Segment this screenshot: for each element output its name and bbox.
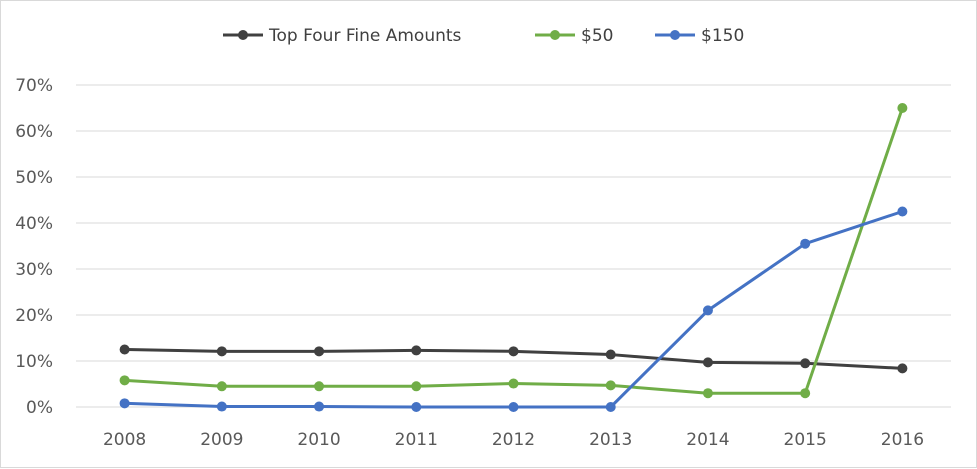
x-tick-label: 2014 [686, 430, 729, 450]
series-2 [119, 206, 908, 412]
x-tick-label: 2015 [784, 430, 827, 450]
data-point [411, 381, 422, 392]
data-point [800, 238, 811, 249]
x-tick-label: 2011 [395, 430, 438, 450]
legend-swatch-marker [550, 30, 560, 40]
legend-label: Top Four Fine Amounts [268, 26, 462, 46]
legend: Top Four Fine Amounts $50 $150 [223, 26, 744, 46]
series-line [124, 210, 903, 409]
data-point [411, 345, 422, 356]
data-point [702, 388, 713, 399]
data-point [605, 349, 616, 360]
data-point [702, 305, 713, 316]
data-point [508, 346, 519, 357]
y-tick-label: 10% [15, 352, 53, 372]
data-point [508, 378, 519, 389]
legend-swatch-marker [670, 30, 680, 40]
y-tick-label: 60% [15, 122, 53, 142]
gridlines [76, 84, 951, 362]
data-point [800, 358, 811, 369]
y-tick-label: 0% [26, 398, 53, 418]
legend-label: $150 [701, 26, 744, 46]
axes: 0% 10% 20% 30% 40% 50% 60% 70% 2008 2009 2010 2011 2… [15, 76, 951, 450]
data-point [216, 401, 227, 412]
y-tick-label: 40% [15, 214, 53, 234]
data-point [897, 363, 908, 374]
legend-entry: Top Four Fine Amounts [223, 26, 462, 46]
y-tick-label: 30% [15, 260, 53, 280]
data-point [897, 206, 908, 217]
y-tick-label: 50% [15, 168, 53, 188]
legend-label: $50 [581, 26, 613, 46]
legend-entry: $50 [535, 26, 613, 46]
data-point [216, 346, 227, 357]
data-point [800, 388, 811, 399]
x-tick-label: 2009 [200, 430, 243, 450]
data-point [605, 402, 616, 412]
data-point [314, 401, 325, 412]
data-point [314, 381, 325, 392]
data-point [897, 103, 908, 113]
data-point [702, 357, 713, 368]
data-point [119, 375, 130, 386]
x-tick-label: 2016 [881, 430, 924, 450]
x-tick-label: 2010 [297, 430, 340, 450]
x-tick-label: 2013 [589, 430, 632, 450]
data-point [314, 346, 325, 357]
data-point [216, 381, 227, 392]
y-tick-label: 70% [15, 76, 53, 96]
x-tick-label: 2012 [492, 430, 535, 450]
data-point [411, 402, 422, 412]
legend-swatch-marker [238, 30, 248, 40]
series-0 [119, 344, 908, 374]
series-group [119, 103, 908, 412]
y-tick-label: 20% [15, 306, 53, 326]
series-1 [119, 103, 908, 399]
x-tick-label: 2008 [103, 430, 146, 450]
data-point [119, 398, 130, 409]
data-point [508, 402, 519, 412]
data-point [119, 344, 130, 355]
data-point [605, 380, 616, 391]
legend-entry: $150 [655, 26, 744, 46]
